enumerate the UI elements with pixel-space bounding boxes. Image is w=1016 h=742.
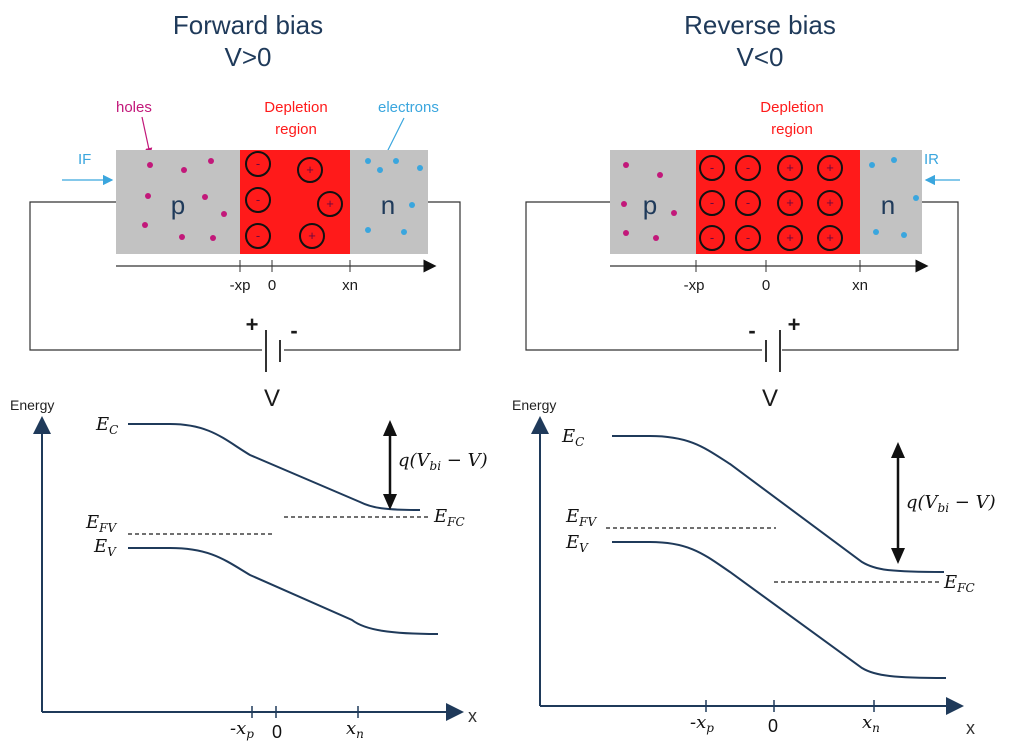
forward-circuit-wire [29,201,461,351]
electrons-pointer [385,117,405,155]
svg-text:+: + [308,228,316,243]
reverse-depletion-label-1: Depletion [760,99,823,116]
reverse-voltage-label: V [762,385,778,412]
reverse-p-label: p [643,190,657,220]
svg-text:-: - [746,195,750,210]
forward-valence-band [128,547,439,635]
forward-voltage-condition: V>0 [225,42,272,72]
reverse-battery-minus: - [748,318,755,343]
forward-ions: - - - + + + [245,151,343,249]
forward-electrons [365,158,423,235]
forward-holes [142,158,227,241]
svg-text:-: - [710,160,714,175]
reverse-tick-xp: -xp [684,277,705,294]
reverse-bottom-tick-xp: -xp [690,712,714,735]
reverse-tick-xn: xn [852,277,868,294]
reverse-conduction-band [612,435,945,573]
forward-conduction-band [128,423,421,511]
forward-voltage-label: V [264,385,280,412]
holes-label: holes [116,99,152,116]
forward-depletion-label-2: region [275,121,317,138]
forward-tick-xn: xn [342,277,358,294]
svg-text:+: + [786,195,794,210]
svg-text:-: - [710,195,714,210]
reverse-Ec-label: EC [561,426,584,449]
forward-Efv-label: EFV [85,512,117,535]
forward-bottom-tick-xn: xn [346,718,364,741]
forward-bottom-tick-xp: -xp [230,718,254,741]
forward-current-label: IF [78,151,91,168]
svg-text:-: - [746,160,750,175]
reverse-ions: - - - - - - + + + + + + [699,155,843,251]
svg-text:+: + [786,160,794,175]
svg-text:+: + [326,196,334,211]
reverse-Ev-label: EV [565,532,589,555]
forward-tick-xp: -xp [230,277,251,294]
reverse-valence-band [612,541,947,679]
svg-text:-: - [746,230,750,245]
svg-text:-: - [256,228,260,243]
forward-battery-plus: + [246,312,259,337]
svg-text:+: + [786,230,794,245]
svg-text:-: - [710,230,714,245]
forward-depletion-region [240,150,350,254]
reverse-circuit-wire [525,201,959,351]
reverse-depletion-label-2: region [771,121,813,138]
reverse-holes [621,162,677,241]
svg-text:+: + [306,162,314,177]
reverse-Efc-label: EFC [943,572,975,595]
reverse-x-label: x [966,718,975,738]
forward-bottom-tick-zero: 0 [272,722,282,742]
reverse-barrier-label: q(Vbi − V) [906,492,996,515]
reverse-bias-panel: Reverse bias V<0 Depletion region p n - … [512,10,996,738]
reverse-n-label: n [881,190,895,220]
svg-text:+: + [826,195,834,210]
svg-text:+: + [826,160,834,175]
reverse-bottom-tick-xn: xn [862,712,880,735]
reverse-Efv-label: EFV [565,506,597,529]
forward-battery-minus: - [290,318,297,343]
reverse-energy-label: Energy [512,397,556,413]
forward-tick-zero: 0 [268,277,276,294]
forward-n-label: n [381,190,395,220]
reverse-electrons [869,157,919,238]
reverse-bottom-tick-zero: 0 [768,716,778,736]
electrons-label: electrons [378,99,439,116]
reverse-title: Reverse bias [684,10,836,40]
forward-Ev-label: EV [93,536,117,559]
svg-text:-: - [256,156,260,171]
forward-Efc-label: EFC [433,506,465,529]
forward-title: Forward bias [173,10,323,40]
reverse-tick-zero: 0 [762,277,770,294]
forward-energy-label: Energy [10,397,54,413]
reverse-battery-plus: + [788,312,801,337]
forward-barrier-label: q(Vbi − V) [398,450,488,473]
reverse-voltage-condition: V<0 [737,42,784,72]
holes-pointer [141,116,153,156]
forward-depletion-label-1: Depletion [264,99,327,116]
reverse-current-label: IR [924,151,939,168]
forward-Ec-label: EC [95,414,118,437]
forward-p-label: p [171,190,185,220]
svg-text:-: - [256,192,260,207]
svg-text:+: + [826,230,834,245]
forward-x-label: x [468,706,477,726]
forward-bias-panel: Forward bias V>0 holes Depletion region … [10,10,488,742]
